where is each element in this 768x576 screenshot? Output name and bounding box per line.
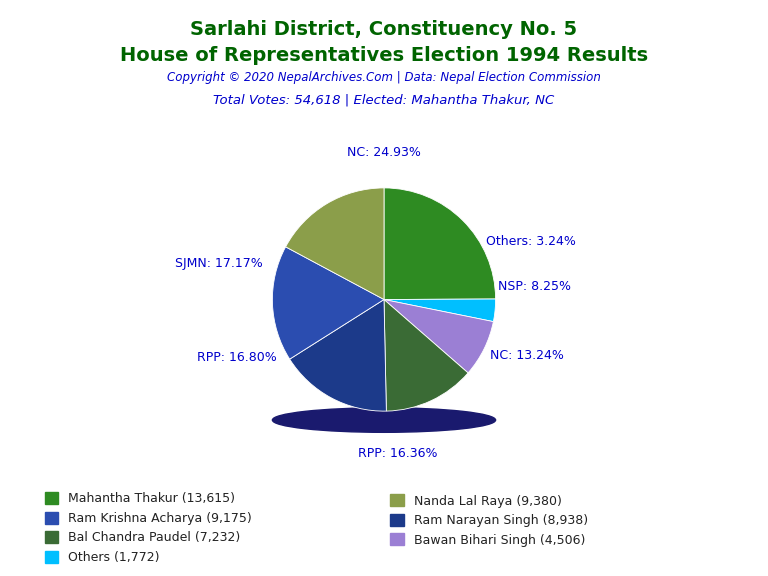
Wedge shape bbox=[273, 247, 384, 359]
Text: RPP: 16.36%: RPP: 16.36% bbox=[358, 447, 437, 460]
Text: NSP: 8.25%: NSP: 8.25% bbox=[498, 279, 571, 293]
Text: NC: 24.93%: NC: 24.93% bbox=[347, 146, 421, 159]
Text: House of Representatives Election 1994 Results: House of Representatives Election 1994 R… bbox=[120, 46, 648, 65]
Legend: Nanda Lal Raya (9,380), Ram Narayan Singh (8,938), Bawan Bihari Singh (4,506): Nanda Lal Raya (9,380), Ram Narayan Sing… bbox=[390, 494, 588, 547]
Legend: Mahantha Thakur (13,615), Ram Krishna Acharya (9,175), Bal Chandra Paudel (7,232: Mahantha Thakur (13,615), Ram Krishna Ac… bbox=[45, 492, 252, 564]
Text: SJMN: 17.17%: SJMN: 17.17% bbox=[175, 257, 263, 270]
Text: RPP: 16.80%: RPP: 16.80% bbox=[197, 351, 276, 364]
Ellipse shape bbox=[273, 408, 495, 433]
Wedge shape bbox=[290, 300, 386, 411]
Wedge shape bbox=[286, 188, 384, 300]
Text: Sarlahi District, Constituency No. 5: Sarlahi District, Constituency No. 5 bbox=[190, 20, 578, 39]
Text: Others: 3.24%: Others: 3.24% bbox=[486, 235, 576, 248]
Wedge shape bbox=[384, 300, 468, 411]
Text: Copyright © 2020 NepalArchives.Com | Data: Nepal Election Commission: Copyright © 2020 NepalArchives.Com | Dat… bbox=[167, 71, 601, 85]
Wedge shape bbox=[384, 299, 495, 321]
Text: NC: 13.24%: NC: 13.24% bbox=[490, 349, 564, 362]
Wedge shape bbox=[384, 188, 495, 300]
Text: Total Votes: 54,618 | Elected: Mahantha Thakur, NC: Total Votes: 54,618 | Elected: Mahantha … bbox=[214, 93, 554, 107]
Wedge shape bbox=[384, 300, 493, 373]
